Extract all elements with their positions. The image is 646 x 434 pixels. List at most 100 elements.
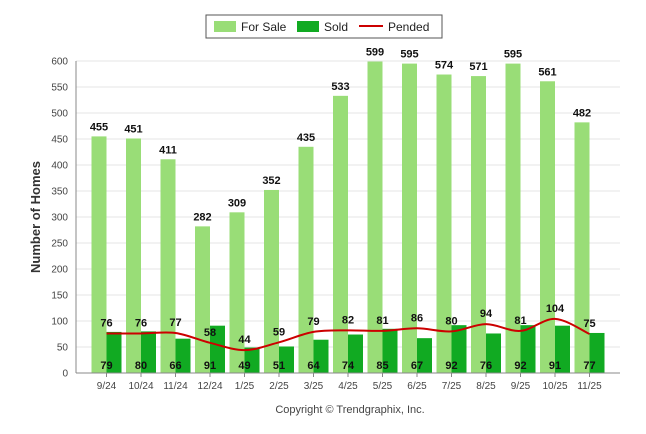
legend-label-pended: Pended [388, 20, 429, 34]
y-tick-label: 600 [51, 57, 68, 68]
x-tick-label: 12/24 [197, 381, 222, 392]
pended-value-label: 81 [376, 315, 388, 327]
sold-bar [175, 338, 191, 373]
for-sale-value-label: 533 [331, 81, 349, 93]
sold-bar [313, 339, 329, 373]
sold-bar [486, 333, 501, 373]
pended-value-label: 82 [342, 314, 354, 326]
x-axis-ticks: 9/24 10/24 11/24 12/24 1/25 2/25 3/25 4/25 5/25 6… [97, 373, 602, 392]
sold-value-label: 74 [342, 360, 355, 372]
pended-line [106, 317, 590, 352]
for-sale-bar [367, 61, 383, 374]
y-tick-label: 550 [51, 83, 68, 94]
pended-value-label: 58 [204, 327, 216, 339]
y-tick-label: 150 [51, 291, 68, 302]
sold-value-label: 51 [273, 360, 285, 372]
y-tick-label: 500 [51, 109, 68, 120]
sold-bar [348, 334, 363, 373]
for-sale-bar [126, 138, 141, 373]
sold-value-label: 92 [514, 360, 526, 372]
sold-bar [210, 325, 225, 373]
pended-value-label: 76 [100, 317, 112, 329]
sold-bar [279, 346, 294, 373]
for-sale-bar [574, 122, 590, 373]
pended-value-label: 75 [583, 318, 595, 330]
y-tick-label: 250 [51, 239, 68, 250]
pended-value-label: 80 [445, 315, 457, 327]
for-sale-bar [160, 159, 176, 373]
legend: For Sale Sold Pended [205, 14, 443, 39]
for-sale-value-label: 595 [504, 49, 522, 61]
legend-swatch-for-sale [214, 21, 236, 32]
bars [91, 61, 605, 374]
sold-value-label: 91 [549, 360, 561, 372]
for-sale-value-label: 451 [124, 123, 142, 135]
for-sale-bar [229, 212, 245, 373]
x-tick-label: 5/25 [373, 381, 393, 392]
sold-bar [244, 347, 260, 373]
for-sale-bar [505, 63, 521, 373]
legend-frame [205, 14, 443, 39]
for-sale-value-label: 482 [573, 107, 591, 119]
for-sale-bar [540, 81, 555, 373]
for-sale-value-label: 561 [538, 66, 556, 78]
sold-bar [589, 332, 605, 373]
x-tick-label: 10/24 [128, 381, 153, 392]
legend-swatch-sold [297, 21, 319, 32]
y-tick-label: 50 [57, 343, 69, 354]
y-tick-label: 100 [51, 317, 68, 328]
sold-bar [141, 331, 156, 373]
sold-value-label: 91 [204, 360, 216, 372]
pended-value-label: 94 [480, 308, 493, 320]
pended-value-label: 86 [411, 312, 423, 324]
sold-value-label: 76 [480, 360, 492, 372]
y-axis-label: Number of Homes [28, 161, 43, 273]
sold-value-label: 85 [376, 360, 388, 372]
sold-value-label: 77 [583, 360, 595, 372]
for-sale-value-label: 574 [435, 60, 454, 72]
sold-bar [106, 331, 122, 373]
x-tick-label: 3/25 [304, 381, 324, 392]
for-sale-value-label: 352 [262, 175, 280, 187]
for-sale-value-label: 599 [366, 47, 384, 59]
sold-bar [382, 328, 398, 373]
for-sale-value-label: 309 [228, 197, 246, 209]
for-sale-bar [333, 95, 348, 373]
x-tick-label: 7/25 [442, 381, 462, 392]
pended-value-label: 79 [307, 316, 319, 328]
x-tick-label: 6/25 [407, 381, 427, 392]
pended-value-label: 76 [135, 317, 147, 329]
pended-line-group [106, 317, 590, 352]
for-sale-bar [264, 189, 279, 373]
x-tick-label: 11/25 [577, 381, 602, 392]
for-sale-bar [195, 226, 210, 373]
x-tick-label: 11/24 [163, 381, 188, 392]
x-tick-label: 10/25 [542, 381, 567, 392]
sold-value-label: 67 [411, 360, 423, 372]
x-tick-label: 9/25 [511, 381, 531, 392]
pended-value-label: 104 [546, 303, 565, 315]
sold-bar [451, 325, 467, 373]
for-sale-bar [91, 136, 107, 373]
for-sale-bar [402, 63, 417, 373]
for-sale-value-label: 411 [159, 144, 177, 156]
y-tick-label: 400 [51, 161, 68, 172]
data-labels: 455 76 79 451 76 80 411 77 66 282 58 91 309 44 49 352 59… [90, 47, 596, 372]
pended-value-label: 81 [514, 315, 526, 327]
for-sale-value-label: 595 [400, 49, 418, 61]
for-sale-value-label: 571 [469, 61, 487, 73]
y-axis-ticks: 0 50 100 150 200 250 300 350 400 450 500 550 600 [51, 57, 68, 380]
sold-value-label: 49 [238, 360, 250, 372]
sold-value-label: 92 [445, 360, 457, 372]
for-sale-value-label: 435 [297, 132, 315, 144]
sold-bar [417, 338, 432, 373]
sold-value-label: 79 [100, 360, 112, 372]
pended-value-label: 59 [273, 326, 285, 338]
sold-bar [555, 325, 570, 373]
pended-value-label: 44 [238, 334, 251, 346]
sold-value-label: 80 [135, 360, 147, 372]
legend-label-sold: Sold [324, 20, 348, 34]
y-tick-label: 350 [51, 187, 68, 198]
